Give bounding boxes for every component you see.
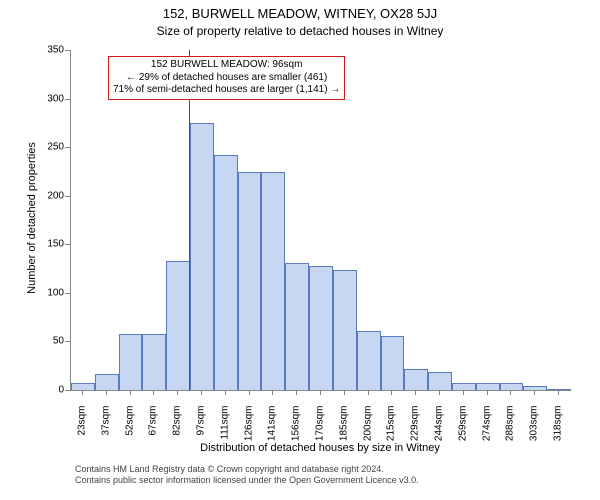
x-tick-label: 37sqm	[100, 406, 111, 456]
x-tick-label: 126sqm	[243, 406, 254, 456]
page-subtitle: Size of property relative to detached ho…	[0, 24, 600, 38]
y-tick-label: 250	[34, 142, 64, 153]
x-tick-mark	[534, 390, 535, 395]
y-tick-label: 0	[34, 385, 64, 396]
histogram-bar	[166, 261, 190, 390]
y-tick-mark	[65, 99, 70, 100]
x-tick-mark	[368, 390, 369, 395]
x-tick-label: 52sqm	[124, 406, 135, 456]
histogram-bar	[142, 334, 166, 390]
marker-line	[189, 50, 190, 390]
x-tick-mark	[106, 390, 107, 395]
x-tick-mark	[130, 390, 131, 395]
x-tick-label: 170sqm	[315, 406, 326, 456]
x-tick-mark	[177, 390, 178, 395]
page-title: 152, BURWELL MEADOW, WITNEY, OX28 5JJ	[0, 6, 600, 21]
annotation-line: ← 29% of detached houses are smaller (46…	[113, 72, 340, 85]
y-tick-label: 100	[34, 287, 64, 298]
x-tick-mark	[272, 390, 273, 395]
plot-area	[70, 50, 571, 391]
y-tick-mark	[65, 244, 70, 245]
histogram-bar	[333, 270, 357, 390]
x-tick-label: 111sqm	[219, 406, 230, 456]
x-tick-label: 288sqm	[505, 406, 516, 456]
x-tick-mark	[296, 390, 297, 395]
annotation-box: 152 BURWELL MEADOW: 96sqm ← 29% of detac…	[108, 56, 345, 100]
x-tick-mark	[510, 390, 511, 395]
y-tick-mark	[65, 50, 70, 51]
histogram-bar	[214, 155, 238, 390]
x-tick-label: 200sqm	[362, 406, 373, 456]
x-tick-mark	[558, 390, 559, 395]
y-tick-mark	[65, 196, 70, 197]
y-tick-label: 350	[34, 45, 64, 56]
histogram-bar	[285, 263, 309, 390]
x-tick-mark	[153, 390, 154, 395]
histogram-bar	[71, 383, 95, 390]
y-tick-label: 50	[34, 336, 64, 347]
y-tick-mark	[65, 390, 70, 391]
y-tick-mark	[65, 341, 70, 342]
x-tick-label: 97sqm	[195, 406, 206, 456]
annotation-line: 71% of semi-detached houses are larger (…	[113, 84, 340, 97]
x-tick-label: 244sqm	[434, 406, 445, 456]
histogram-bar	[238, 172, 262, 390]
histogram-bar	[428, 372, 452, 390]
histogram-bar	[261, 172, 285, 390]
x-tick-label: 82sqm	[172, 406, 183, 456]
x-tick-label: 23sqm	[76, 406, 87, 456]
x-tick-label: 215sqm	[386, 406, 397, 456]
histogram-bar	[95, 374, 119, 390]
chart-container: { "header": { "title": "152, BURWELL MEA…	[0, 0, 600, 500]
copyright-line: Contains HM Land Registry data © Crown c…	[75, 464, 419, 475]
x-tick-label: 229sqm	[410, 406, 421, 456]
x-tick-mark	[320, 390, 321, 395]
histogram-bar	[500, 383, 524, 390]
annotation-line: 152 BURWELL MEADOW: 96sqm	[113, 59, 340, 72]
x-tick-label: 274sqm	[481, 406, 492, 456]
histogram-bar	[404, 369, 428, 390]
y-tick-mark	[65, 293, 70, 294]
copyright-notice: Contains HM Land Registry data © Crown c…	[75, 464, 419, 487]
x-tick-mark	[391, 390, 392, 395]
x-tick-mark	[201, 390, 202, 395]
y-tick-label: 300	[34, 93, 64, 104]
histogram-bar	[381, 336, 405, 390]
x-tick-mark	[487, 390, 488, 395]
x-tick-label: 318sqm	[553, 406, 564, 456]
x-tick-label: 67sqm	[148, 406, 159, 456]
y-tick-label: 150	[34, 239, 64, 250]
x-tick-mark	[415, 390, 416, 395]
x-tick-label: 156sqm	[291, 406, 302, 456]
x-tick-mark	[225, 390, 226, 395]
histogram-bar	[357, 331, 381, 390]
x-tick-mark	[82, 390, 83, 395]
histogram-bar	[119, 334, 143, 390]
y-tick-label: 200	[34, 190, 64, 201]
x-tick-label: 141sqm	[267, 406, 278, 456]
x-tick-label: 303sqm	[529, 406, 540, 456]
histogram-bar	[452, 383, 476, 390]
x-tick-mark	[249, 390, 250, 395]
x-tick-mark	[344, 390, 345, 395]
x-tick-mark	[439, 390, 440, 395]
x-tick-mark	[463, 390, 464, 395]
y-tick-mark	[65, 147, 70, 148]
histogram-bar	[309, 266, 333, 390]
copyright-line: Contains public sector information licen…	[75, 475, 419, 486]
x-tick-label: 259sqm	[457, 406, 468, 456]
x-tick-label: 185sqm	[338, 406, 349, 456]
histogram-bar	[190, 123, 214, 390]
histogram-bar	[476, 383, 500, 390]
